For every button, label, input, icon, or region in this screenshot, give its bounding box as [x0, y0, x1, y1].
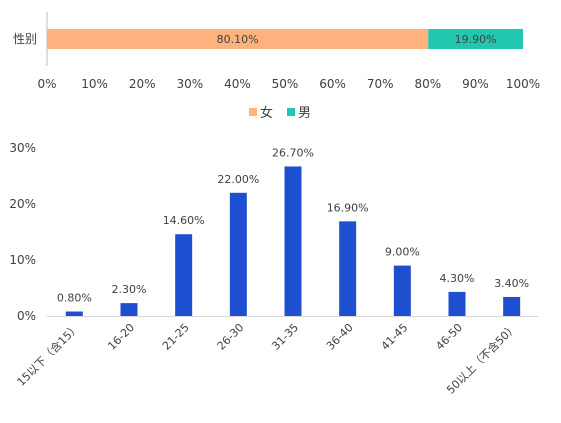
- bar-segment-male: [428, 29, 523, 49]
- category-label: 26-30: [215, 321, 247, 353]
- data-label: 2.30%: [112, 283, 147, 296]
- category-label: 性别: [13, 32, 37, 46]
- x-tick-label: 80%: [414, 77, 441, 91]
- y-tick-label: 30%: [9, 141, 36, 155]
- data-label: 14.60%: [163, 214, 205, 227]
- x-tick-label: 50%: [272, 77, 299, 91]
- y-tick-label: 20%: [9, 197, 36, 211]
- age-bar: [448, 291, 466, 316]
- age-bar: [120, 303, 138, 316]
- data-label: 4.30%: [440, 272, 475, 285]
- category-label: 46-50: [433, 321, 465, 353]
- age-bar: [339, 221, 357, 316]
- age-bar: [175, 234, 193, 316]
- x-tick-label: 90%: [462, 77, 489, 91]
- data-label: 0.80%: [57, 292, 92, 305]
- data-label: 3.40%: [494, 277, 529, 290]
- x-tick-label: 30%: [176, 77, 203, 91]
- category-label: 36-40: [324, 321, 356, 353]
- legend: 女 男: [249, 105, 311, 121]
- category-label: 31-35: [269, 321, 301, 353]
- age-bar: [284, 166, 302, 316]
- x-tick-label: 20%: [129, 77, 156, 91]
- legend-swatch-female: [249, 108, 257, 116]
- bar-segment-label: 80.10%: [217, 33, 259, 46]
- age-bar: [229, 192, 247, 316]
- age-chart: 0% 10% 20% 30% 0.80% 2.30% 14.60% 22.00% 26.70%…: [9, 141, 539, 397]
- x-tick-label: 0%: [37, 77, 56, 91]
- bar-segment-label: 19.90%: [455, 33, 497, 46]
- y-tick-label: 0%: [17, 309, 36, 323]
- legend-label-female: 女: [260, 105, 273, 121]
- data-label: 22.00%: [217, 173, 259, 186]
- bar-segment-female: [47, 29, 429, 49]
- x-tick-label: 10%: [81, 77, 108, 91]
- age-bar: [503, 296, 521, 316]
- age-bar: [65, 311, 83, 316]
- category-label: 21-25: [160, 321, 192, 353]
- category-label: 15以下（含15）: [14, 320, 83, 389]
- data-label: 26.70%: [272, 146, 314, 159]
- category-label: 41-45: [379, 321, 411, 353]
- age-bar: [393, 265, 411, 316]
- legend-swatch-male: [287, 108, 295, 116]
- x-tick-label: 70%: [367, 77, 394, 91]
- x-tick-label: 60%: [319, 77, 346, 91]
- y-tick-label: 10%: [9, 253, 36, 267]
- data-label: 16.90%: [327, 201, 369, 214]
- data-label: 9.00%: [385, 246, 420, 259]
- category-label: 16-20: [105, 321, 137, 353]
- gender-chart: 性别 80.10% 19.90% 0% 10% 20% 30% 40% 50% 60% 70% 8…: [13, 12, 540, 121]
- x-tick-label: 100%: [506, 77, 540, 91]
- legend-label-male: 男: [298, 106, 311, 121]
- x-tick-label: 40%: [224, 77, 251, 91]
